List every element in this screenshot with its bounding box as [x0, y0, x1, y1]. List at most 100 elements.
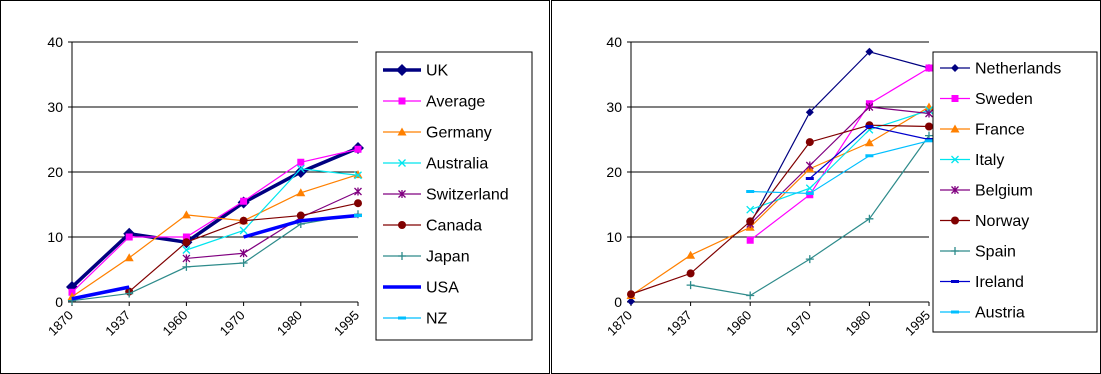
legend-label: Switzerland	[426, 187, 509, 204]
legend-entry: Ireland	[940, 274, 1024, 291]
series-nz	[354, 214, 362, 218]
legend-entry: Spain	[940, 244, 1016, 261]
legend-entry: Norway	[940, 213, 1029, 230]
data-point	[297, 158, 305, 166]
data-point	[240, 197, 248, 205]
legend-entry: UK	[383, 63, 449, 80]
data-point	[925, 122, 933, 131]
series-italy	[746, 106, 933, 214]
data-point	[239, 216, 248, 225]
data-point	[686, 269, 695, 278]
data-point	[354, 214, 362, 218]
legend-marker	[951, 95, 959, 102]
series-line	[71, 148, 359, 293]
data-point	[124, 253, 134, 262]
y-tick-label: 30	[606, 99, 622, 115]
legend-label: UK	[426, 63, 449, 80]
series-australia	[182, 164, 362, 254]
legend-marker	[397, 127, 407, 136]
legend-marker	[398, 159, 406, 167]
data-point	[353, 170, 363, 179]
series-line	[749, 109, 930, 211]
data-point	[296, 164, 305, 173]
data-point	[805, 108, 814, 117]
legend-marker	[398, 221, 406, 229]
series-average	[68, 145, 362, 296]
legend-entry: Sweden	[940, 91, 1033, 108]
data-point	[125, 289, 134, 298]
data-point	[125, 233, 133, 241]
legend-marker	[951, 247, 959, 255]
data-point	[864, 138, 874, 147]
data-point	[182, 254, 191, 263]
data-point	[746, 190, 755, 193]
series-line	[186, 190, 359, 260]
legend-marker	[396, 64, 408, 76]
series-line	[749, 106, 930, 225]
legend-marker	[950, 124, 960, 133]
data-point	[182, 262, 191, 271]
data-point	[239, 249, 248, 258]
legend-label: NZ	[426, 311, 448, 328]
legend-entry: Switzerland	[383, 187, 509, 204]
y-tick-label: 10	[47, 229, 63, 245]
series-line	[749, 51, 930, 225]
data-point	[805, 161, 814, 170]
legend-marker	[951, 216, 959, 225]
data-point	[925, 109, 933, 118]
legend-label: Netherlands	[975, 61, 1061, 78]
legend-marker	[398, 190, 406, 198]
legend-entry: Australia	[383, 156, 488, 173]
legend-entry: Italy	[940, 152, 1004, 169]
legend-label: USA	[426, 280, 459, 297]
series-line	[630, 124, 930, 295]
legend-label: Australia	[426, 156, 488, 173]
data-point	[746, 205, 755, 214]
legend-entry: Belgium	[940, 183, 1033, 200]
y-tick-label: 30	[47, 99, 63, 115]
data-point	[865, 47, 874, 56]
legend-marker	[951, 155, 959, 164]
legend-entry: Netherlands	[940, 61, 1061, 78]
legend-label: Spain	[975, 244, 1016, 261]
legend-entry: NZ	[383, 311, 448, 328]
series-usa	[71, 213, 359, 301]
data-point	[239, 226, 248, 235]
data-point	[746, 291, 755, 300]
y-tick-label: 0	[614, 294, 622, 310]
legend-label: Canada	[426, 218, 482, 235]
data-point	[354, 145, 362, 153]
series-line	[71, 285, 130, 301]
data-point	[181, 210, 191, 219]
data-point	[296, 188, 306, 197]
series-line	[70, 146, 359, 289]
data-point	[805, 191, 814, 195]
legend-label: Average	[426, 94, 485, 111]
data-point	[865, 154, 874, 158]
legend-marker	[951, 186, 959, 194]
legend-marker	[398, 316, 406, 320]
legend-entry: Germany	[383, 125, 492, 142]
legend-label: Sweden	[975, 91, 1033, 108]
data-point	[865, 214, 874, 223]
data-point	[182, 238, 191, 247]
data-point	[925, 139, 933, 143]
data-point	[686, 250, 696, 259]
series-line	[71, 213, 359, 302]
legend-label: France	[975, 122, 1025, 139]
data-point	[925, 64, 933, 72]
data-point	[182, 233, 190, 241]
legend-label: Germany	[426, 125, 492, 142]
legend-marker	[951, 64, 959, 72]
legend-label: Belgium	[975, 183, 1033, 200]
legend-entry: Austria	[940, 305, 1025, 322]
series-line	[749, 67, 930, 241]
legend-entry: Japan	[383, 249, 470, 266]
legend-label: Italy	[975, 152, 1004, 169]
legend-label: Ireland	[975, 274, 1024, 291]
legend-label: Norway	[975, 213, 1029, 230]
legend-marker	[398, 97, 406, 105]
data-point	[865, 125, 874, 128]
